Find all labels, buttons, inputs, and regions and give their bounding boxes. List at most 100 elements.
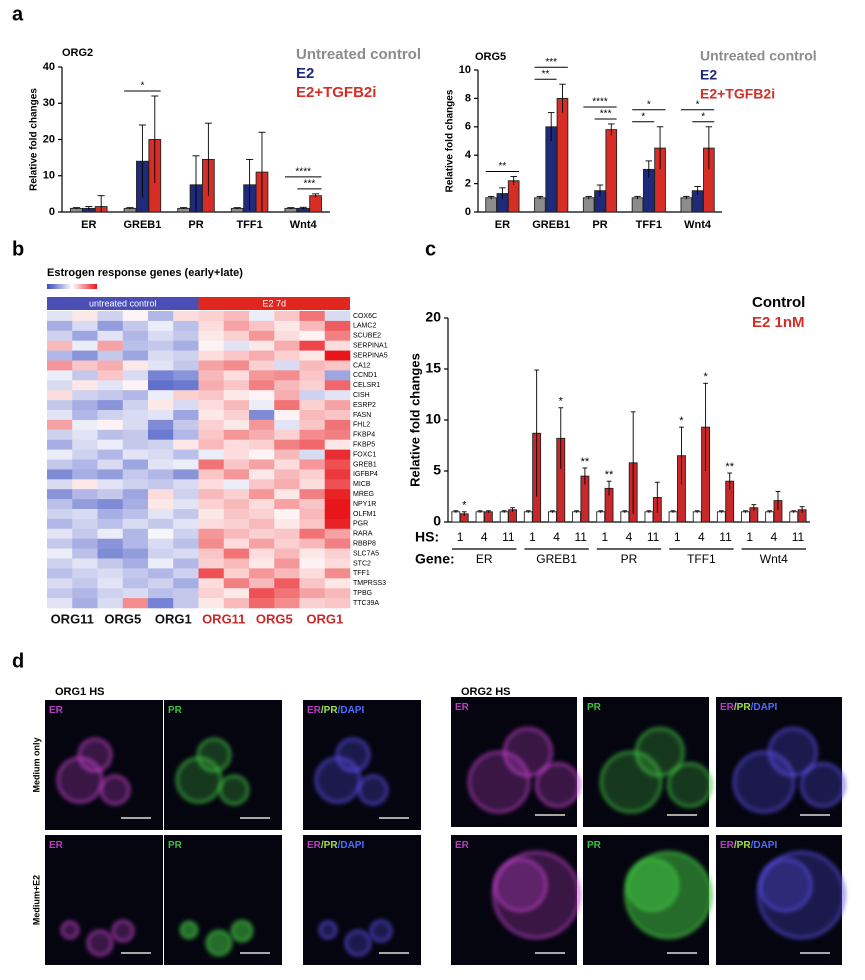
heatmap-cell — [122, 360, 149, 371]
heatmap-cell — [223, 588, 250, 599]
heatmap-cell — [198, 459, 225, 470]
heatmap-cell — [274, 330, 300, 341]
heatmap-cell — [198, 578, 225, 589]
heatmap-cell — [148, 479, 174, 490]
bar — [556, 97, 569, 213]
heatmap-cell — [72, 568, 98, 579]
heatmap-cell — [299, 340, 326, 351]
heatmap-cell — [173, 459, 199, 470]
x-tick-label: 1 — [602, 530, 609, 544]
cell-cluster — [492, 851, 581, 939]
heatmap-cell — [122, 370, 149, 381]
heatmap-cell — [198, 410, 225, 421]
heatmap-cell — [72, 499, 98, 510]
x-tick-label: TFF1 — [236, 219, 262, 231]
heatmap-cell — [122, 538, 149, 549]
column-label: ORG5 — [104, 611, 141, 626]
heatmap-cell — [299, 538, 326, 549]
heatmap-cell — [47, 370, 73, 381]
heatmap-cell — [47, 449, 73, 460]
heatmap-cell — [249, 578, 275, 589]
heatmap-cell — [324, 548, 351, 559]
channel-label-part: PR — [587, 840, 602, 851]
heatmap-cell — [47, 598, 73, 609]
heatmap-cell — [299, 518, 326, 530]
heatmap-cell — [173, 509, 199, 520]
heatmap-cell — [249, 528, 275, 539]
x-tick-label: 4 — [553, 530, 560, 544]
heatmap-cell — [47, 548, 73, 559]
heatmap-cell — [223, 548, 250, 559]
heatmap-cell — [249, 538, 275, 549]
y-tick-label: 8 — [465, 92, 471, 104]
heatmap-cell — [173, 558, 199, 569]
significance: ** — [581, 456, 590, 468]
heatmap-cell — [299, 449, 326, 460]
heatmap-cell — [173, 598, 199, 609]
heatmap-cell — [47, 489, 73, 500]
heatmap-cell — [198, 548, 225, 559]
channel-label-part: ER — [720, 702, 735, 713]
legend-label: Control — [752, 294, 805, 311]
heatmap-cell — [198, 320, 225, 332]
channel-label-part: /DAPI — [338, 840, 365, 851]
channel-label: ER/PR/DAPI — [307, 705, 364, 716]
heatmap-cell — [122, 439, 149, 450]
channel-label-part: /PR — [321, 840, 338, 851]
heatmap-cell — [72, 538, 98, 549]
heatmap-cell — [122, 459, 149, 470]
heatmap-cell — [274, 459, 300, 470]
heatmap-cell — [72, 340, 98, 351]
heatmap-cell — [324, 578, 351, 589]
heatmap-cell — [274, 410, 300, 421]
heatmap-cell — [97, 439, 124, 450]
heatmap-cell — [249, 320, 275, 332]
channel-label-part: /PR — [734, 840, 751, 851]
group-bar — [198, 297, 350, 310]
heatmap-cell — [122, 499, 149, 510]
column-label: ORG5 — [256, 611, 293, 626]
heatmap-cell — [148, 499, 174, 510]
heatmap-cell — [148, 509, 174, 520]
bar — [572, 511, 581, 523]
heatmap-cell — [274, 419, 300, 431]
y-tick-label: 0 — [465, 206, 471, 218]
row-label: CISH — [353, 392, 370, 399]
bar — [680, 197, 693, 213]
bar — [499, 511, 509, 523]
bar — [451, 511, 461, 523]
heatmap-cell — [97, 400, 124, 411]
heatmap-cell — [122, 509, 149, 520]
channel-label: PR — [168, 840, 183, 851]
cell-cluster — [86, 929, 114, 957]
bar — [582, 197, 595, 213]
heatmap-cell — [122, 489, 149, 500]
heatmap-cell — [299, 578, 326, 589]
channel-label-part: /PR — [734, 702, 751, 713]
heatmap-cell — [198, 380, 225, 391]
y-tick-label: 6 — [465, 121, 471, 133]
heatmap-cell — [47, 509, 73, 520]
significance: ** — [605, 469, 614, 481]
heatmap-cell — [198, 419, 225, 431]
cell-cluster — [60, 920, 80, 940]
heatmap-cell — [324, 390, 351, 401]
bar — [605, 129, 618, 213]
heatmap-cell — [47, 588, 73, 599]
heatmap-cell — [173, 350, 199, 361]
heatmap-cell — [249, 419, 275, 431]
heatmap-cell — [47, 350, 73, 361]
cell-cluster — [599, 750, 663, 814]
heatmap-cell — [72, 360, 98, 371]
x-tick-label: 4 — [770, 530, 777, 544]
heatmap-cell — [223, 320, 250, 332]
channel-label-part: /DAPI — [751, 702, 778, 713]
heatmap-cell — [122, 410, 149, 421]
heatmap-cell — [198, 538, 225, 549]
heatmap-cell — [47, 380, 73, 391]
heatmap-cell — [274, 439, 300, 450]
significance: ** — [499, 161, 507, 172]
organoid-label: ORG2 HS — [461, 686, 511, 698]
heatmap-cell — [223, 340, 250, 351]
bar — [716, 511, 726, 523]
